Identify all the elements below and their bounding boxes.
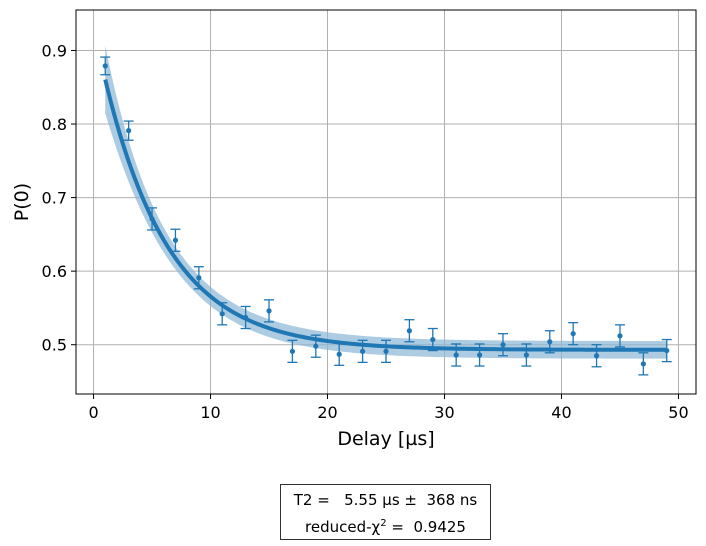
data-point [219,311,225,317]
fit-confidence-band [105,45,667,359]
chi2-value: = 0.9425 [386,518,466,536]
plot-frame [75,9,697,395]
x-axis-label: Delay [µs] [337,428,434,450]
fit-report-box: T2 = 5.55 µs ± 368 ns reduced-χ2 = 0.942… [280,484,491,540]
data-point [547,339,553,345]
data-point [126,128,132,134]
y-tick-label: 0.8 [42,115,67,134]
data-point [570,331,576,337]
data-point [523,352,529,358]
grid [76,10,696,394]
data-point [243,314,249,321]
fit-curve [103,79,667,352]
data-point [640,361,646,367]
data-point [430,336,436,343]
data-point [266,308,272,314]
chi2-prefix: reduced-χ [305,518,381,536]
y-tick-label: 0.6 [42,262,67,281]
fit-line [103,79,667,352]
data-point [336,351,342,357]
x-tick-label: 0 [88,403,98,422]
x-tick-label: 50 [668,403,688,422]
y-axis-label: P(0) [11,183,33,221]
data-point [453,352,459,358]
data-point [664,347,670,354]
x-tick-label: 20 [317,403,337,422]
data-point [617,333,623,339]
data-point [313,343,319,349]
error-bars [100,56,672,376]
y-tick-label: 0.9 [42,41,67,60]
x-tick-label: 30 [434,403,454,422]
x-tick-label: 40 [551,403,571,422]
data-point [476,352,483,358]
data-point [500,342,506,348]
x-axis-ticks: 0 10 20 30 40 50 [88,394,689,422]
data-point [593,353,600,359]
data-point [172,237,179,243]
data-point [383,348,389,354]
data-point [406,328,412,334]
y-axis-ticks: 0.5 0.6 0.7 0.8 0.9 [42,41,76,355]
data-point [360,348,366,354]
y-tick-label: 0.7 [42,189,67,208]
data-point [149,216,155,222]
confidence-band [105,45,667,359]
x-tick-label: 10 [200,403,220,422]
data-point [289,348,296,354]
y-tick-label: 0.5 [42,336,67,355]
data-points [102,63,670,367]
data-point [196,275,202,281]
data-point [102,63,108,69]
fit-report-t2: T2 = 5.55 µs ± 368 ns [293,491,478,509]
fit-report-chi2: reduced-χ2 = 0.9425 [281,512,490,539]
chi2-superscript: 2 [380,518,387,529]
